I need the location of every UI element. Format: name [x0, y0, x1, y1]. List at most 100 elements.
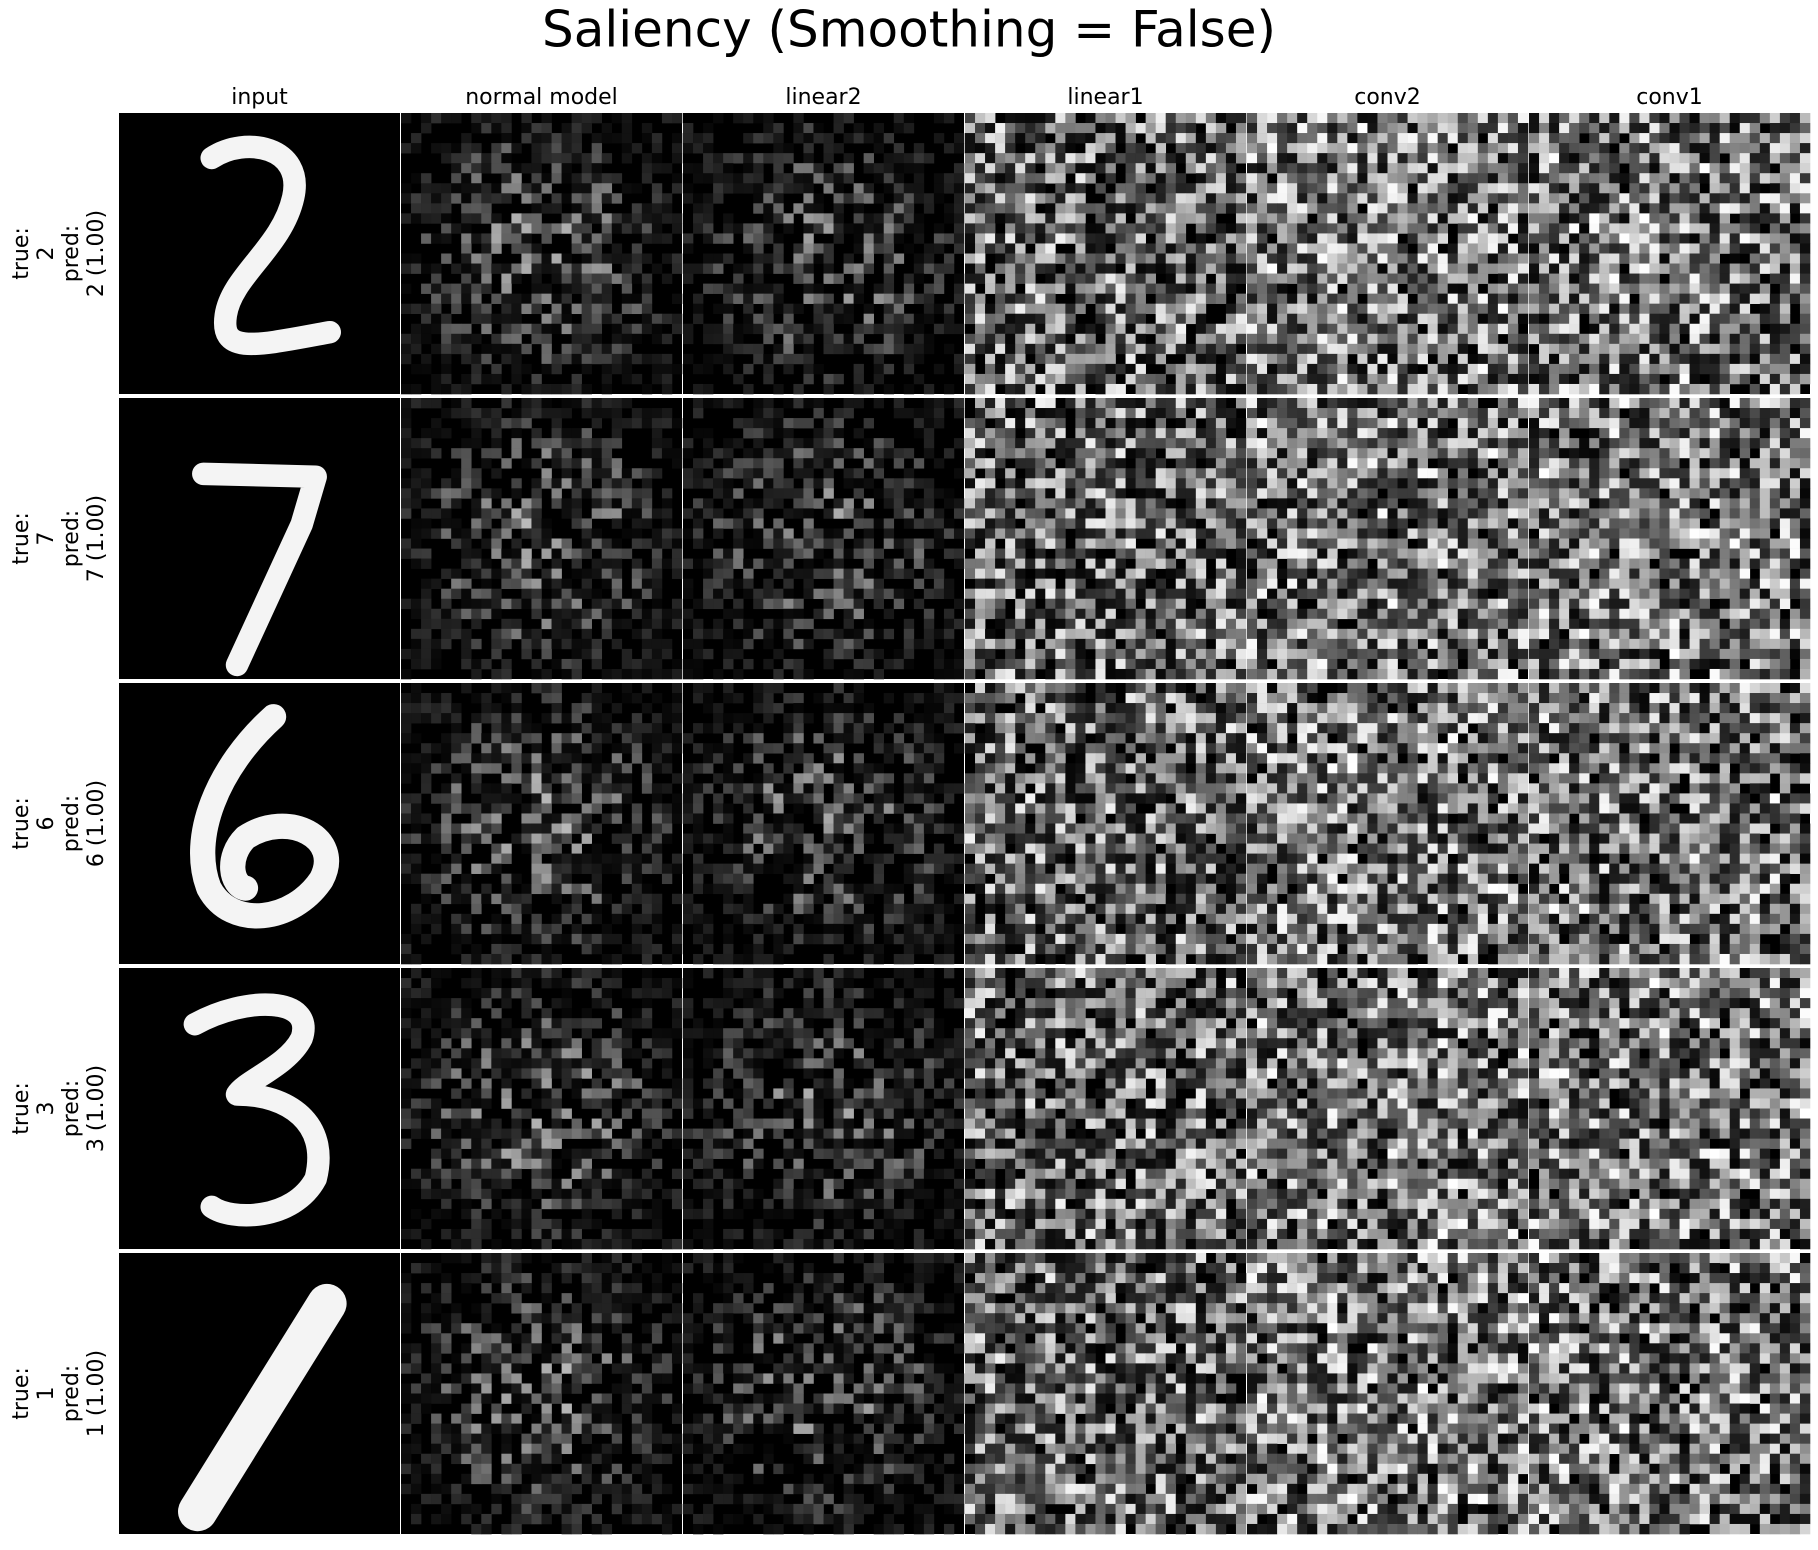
- pixel: [1185, 113, 1197, 124]
- pixel: [1247, 313, 1258, 325]
- pixel: [1085, 223, 1096, 234]
- pixel: [995, 213, 1006, 224]
- pixel: [965, 558, 976, 569]
- pixel: [551, 608, 562, 620]
- pixel: [1215, 558, 1227, 569]
- pixel: [803, 618, 814, 630]
- pixel: [733, 548, 744, 559]
- pixel: [1397, 163, 1408, 174]
- pixel: [723, 438, 734, 449]
- pixel: [1065, 518, 1076, 529]
- pixel: [411, 173, 422, 184]
- pixel: [1497, 193, 1509, 204]
- pixel: [471, 253, 482, 264]
- pixel: [601, 383, 613, 395]
- pixel: [1105, 373, 1116, 385]
- pixel: [1377, 283, 1388, 294]
- pixel: [1277, 333, 1288, 345]
- pixel: [411, 398, 422, 409]
- pixel: [1287, 243, 1298, 254]
- pixel: [1135, 408, 1146, 419]
- pixel: [1095, 568, 1106, 579]
- pixel: [1015, 438, 1026, 449]
- pixel: [1569, 293, 1580, 304]
- pixel: [1649, 273, 1660, 284]
- pixel: [1115, 123, 1126, 134]
- pixel: [743, 173, 754, 184]
- pixel: [1165, 173, 1177, 184]
- pixel: [1005, 123, 1016, 134]
- pixel: [1135, 418, 1146, 429]
- pixel: [773, 538, 784, 549]
- pixel: [703, 383, 714, 395]
- pixel: [733, 153, 744, 164]
- figure-title: Saliency (Smoothing = False): [542, 1, 1276, 59]
- pixel: [803, 438, 814, 449]
- pixel: [1135, 498, 1146, 509]
- pixel: [1015, 133, 1026, 144]
- pixel: [1277, 173, 1288, 184]
- pixel: [1105, 333, 1116, 345]
- pixel: [441, 143, 452, 154]
- pixel: [1085, 353, 1096, 365]
- pixel: [953, 398, 965, 409]
- pixel: [1195, 293, 1207, 304]
- pixel: [773, 618, 784, 630]
- pixel: [1529, 323, 1540, 335]
- pixel: [1387, 173, 1398, 184]
- pixel: [1559, 263, 1570, 274]
- pixel: [803, 418, 814, 429]
- pixel: [833, 568, 844, 579]
- pixel: [1235, 638, 1247, 650]
- pixel: [1215, 263, 1227, 274]
- pixel: [1347, 203, 1358, 214]
- pixel: [703, 508, 714, 519]
- pixel: [1367, 363, 1378, 375]
- pixel: [1287, 163, 1298, 174]
- pixel: [1085, 253, 1096, 264]
- pixel: [461, 163, 472, 174]
- pixel: [1569, 343, 1580, 355]
- pixel: [631, 658, 643, 670]
- pixel: [1145, 123, 1156, 134]
- pixel: [803, 193, 814, 204]
- pixel: [985, 528, 996, 539]
- pixel: [1205, 363, 1217, 375]
- pixel: [1437, 398, 1449, 409]
- pixel: [1609, 313, 1620, 325]
- pixel: [923, 193, 935, 204]
- pixel: [1397, 213, 1408, 224]
- pixel: [793, 538, 804, 549]
- pixel: [823, 263, 834, 274]
- pixel: [1247, 323, 1258, 335]
- pixel: [431, 608, 442, 620]
- pixel: [1175, 438, 1187, 449]
- pixel: [1659, 163, 1670, 174]
- pixel: [985, 658, 996, 670]
- pixel: [883, 448, 895, 459]
- pixel: [1297, 163, 1308, 174]
- pixel: [1075, 383, 1086, 395]
- pixel: [1195, 558, 1207, 569]
- pixel: [651, 428, 663, 439]
- pixel: [1267, 418, 1278, 429]
- pixel: [641, 253, 653, 264]
- pixel: [1005, 283, 1016, 294]
- pixel: [1287, 333, 1298, 345]
- pixel: [521, 323, 532, 335]
- pixel: [1337, 153, 1348, 164]
- pixel: [1195, 568, 1207, 579]
- pixel: [985, 578, 996, 589]
- pixel: [1649, 313, 1660, 325]
- pixel: [641, 658, 653, 670]
- pixel: [1085, 363, 1096, 375]
- pixel: [671, 213, 683, 224]
- pixel: [1225, 478, 1237, 489]
- pixel: [1799, 143, 1811, 154]
- pixel: [451, 193, 462, 204]
- pixel: [1599, 323, 1610, 335]
- pixel: [923, 588, 935, 600]
- pixel: [581, 173, 592, 184]
- pixel: [985, 458, 996, 469]
- pixel: [1739, 313, 1751, 325]
